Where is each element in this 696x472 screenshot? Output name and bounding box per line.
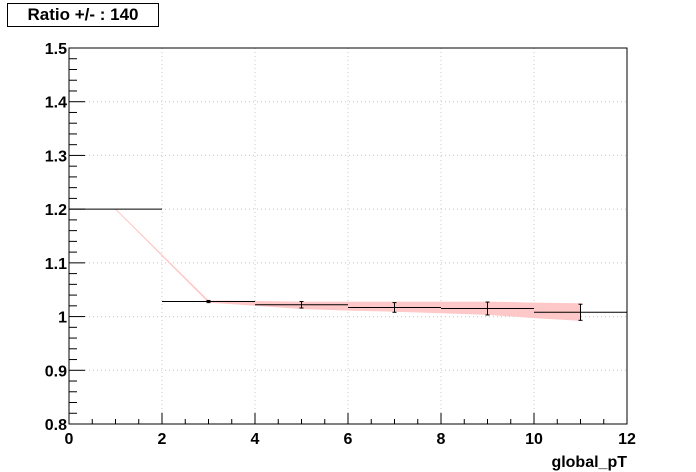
x-tick-label: 0: [65, 431, 74, 448]
x-tick-label: 2: [158, 431, 167, 448]
data-point: [255, 301, 348, 309]
y-tick-label: 1.2: [45, 202, 67, 219]
y-tick-label: 1.1: [45, 256, 67, 273]
x-axis-label: global_pT: [551, 454, 627, 471]
grid: [69, 48, 627, 424]
y-tick-label: 1.4: [45, 95, 67, 112]
data-point: [534, 303, 627, 321]
y-tick-label: 1.3: [45, 148, 67, 165]
y-tick-label: 1.5: [45, 41, 67, 58]
x-tick-label: 6: [344, 431, 353, 448]
data-point: [162, 299, 255, 304]
x-tick-label: 4: [251, 431, 260, 448]
data-point: [441, 301, 534, 316]
data-point: [348, 302, 441, 313]
x-tick-label: 12: [618, 431, 636, 448]
x-tick-label: 8: [437, 431, 446, 448]
y-tick-label: 0.9: [45, 363, 67, 380]
data-points: [69, 208, 627, 321]
chart-title: Ratio +/- : 140: [7, 3, 159, 27]
y-tick-label: 0.8: [45, 417, 67, 434]
x-tick-label: 10: [525, 431, 543, 448]
tick-labels: 0 2 4 6 8 10 12 0.8 0.9 1 1.1 1.2 1.3 1.4 1.5: [45, 41, 636, 448]
y-tick-label: 1: [58, 310, 67, 327]
